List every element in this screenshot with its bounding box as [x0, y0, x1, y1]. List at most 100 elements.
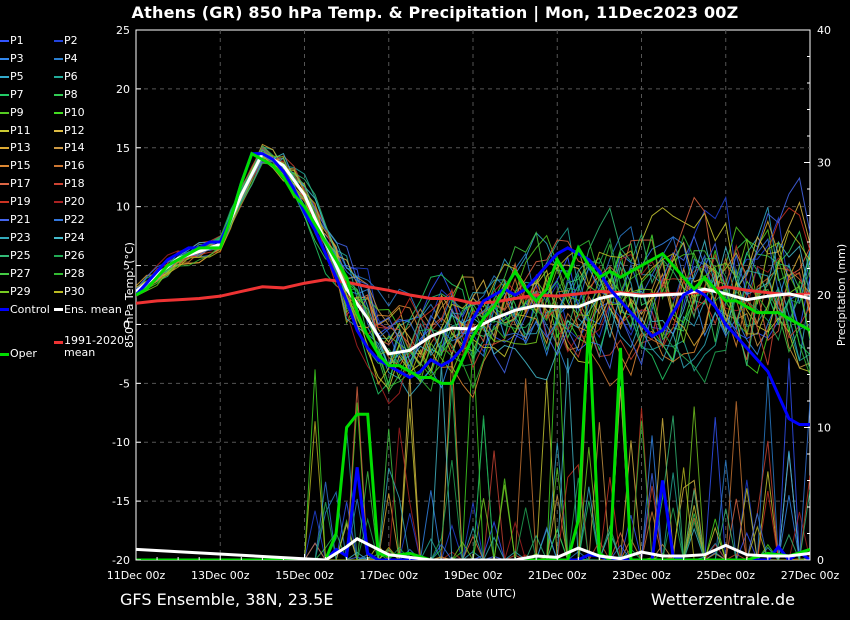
legend-swatch: [0, 57, 9, 60]
precip-line-control: [136, 467, 810, 560]
legend-item-p3: P3: [0, 52, 24, 66]
y-tick-label: 20: [116, 83, 130, 96]
y-axis-right-ticks: 40 30 20 10 0: [804, 24, 831, 567]
legend-item-p23: P23: [0, 231, 31, 245]
x-tick-label: 27Dec 00z: [781, 569, 840, 582]
legend-swatch: [0, 129, 9, 132]
legend-item-p20: P20: [54, 195, 85, 209]
legend-label: P15: [10, 159, 31, 173]
legend-label: Control: [10, 302, 50, 316]
member-line-p26: [136, 144, 810, 384]
legend-label: P21: [10, 213, 31, 226]
model-location-label: GFS Ensemble, 38N, 23.5E: [120, 590, 334, 609]
y2-tick-label: 40: [817, 24, 831, 37]
member-precip-p12: [136, 375, 810, 560]
legend-label: P6: [64, 69, 78, 83]
legend-item-p27: P27: [0, 267, 31, 281]
source-label: Wetterzentrale.de: [650, 590, 795, 609]
member-precip-p26: [136, 415, 810, 560]
member-precip-p25: [136, 415, 810, 560]
legend-item-oper: Oper: [0, 347, 37, 361]
legend-label: P16: [64, 159, 85, 173]
legend-swatch: [0, 272, 9, 275]
y-tick-label: -20: [112, 554, 130, 567]
legend-item-p11: P11: [0, 124, 31, 138]
legend-item-p9: P9: [0, 106, 24, 120]
legend-item-p24: P24: [54, 231, 85, 245]
member-precip-p23: [136, 467, 810, 560]
legend-label: P8: [64, 87, 78, 101]
legend-swatch: [54, 57, 63, 60]
y-tick-label: -15: [112, 495, 130, 508]
legend-swatch: [54, 40, 63, 42]
legend-item-p26: P26: [54, 249, 85, 263]
legend-label: P27: [10, 266, 31, 280]
legend-label: P7: [10, 87, 24, 101]
legend-swatch: [0, 75, 9, 78]
legend-swatch: [0, 352, 9, 356]
member-precip-p8: [136, 513, 810, 560]
legend-label: P1: [10, 34, 24, 47]
legend-item-p16: P16: [54, 159, 85, 173]
legend-swatch: [54, 183, 63, 186]
legend-swatch: [0, 147, 9, 150]
precipitation-lines: [136, 321, 810, 560]
legend-swatch: [54, 219, 63, 221]
y2-tick-label: 10: [817, 422, 831, 435]
y2-tick-label: 30: [817, 157, 831, 170]
legend-label: Ens. mean: [64, 302, 122, 316]
member-precip-p24: [136, 358, 810, 560]
member-line-p15: [136, 151, 810, 399]
legend-swatch: [0, 201, 9, 204]
legend-item-p12: P12: [54, 124, 85, 138]
member-line-p28: [136, 162, 810, 393]
legend-item-p25: P25: [0, 249, 31, 263]
legend-label: P9: [10, 105, 24, 119]
member-precip-p29: [136, 406, 810, 560]
y2-tick-label: 20: [817, 289, 831, 302]
legend-label: P14: [64, 141, 85, 155]
x-tick-label: 19Dec 00z: [444, 569, 503, 582]
legend-item-p17: P17: [0, 177, 31, 191]
legend-label: P23: [10, 230, 31, 244]
series-line-oper: [136, 151, 810, 385]
legend-item-p6: P6: [54, 70, 78, 84]
x-tick-label: 25Dec 00z: [696, 569, 755, 582]
legend-label: P19: [10, 195, 31, 209]
legend-item-p13: P13: [0, 141, 31, 155]
x-tick-label: 23Dec 00z: [612, 569, 671, 582]
legend-item-ens-mean: Ens. mean: [54, 303, 122, 317]
legend-label: P2: [64, 34, 78, 47]
y-tick-label: 15: [116, 142, 130, 155]
legend-swatch: [54, 272, 63, 275]
y-axis-left-ticks: 25 20 15 10 5 0 -5 -10 -15 -20: [112, 24, 141, 567]
legend-label: P22: [64, 213, 85, 226]
legend-swatch: [0, 308, 9, 311]
legend-swatch: [54, 165, 63, 168]
legend-swatch: [54, 129, 63, 132]
legend-label: P28: [64, 266, 85, 280]
legend-item-p8: P8: [54, 88, 78, 102]
legend-swatch: [54, 290, 63, 293]
x-tick-label: 11Dec 00z: [107, 569, 166, 582]
member-line-p18: [136, 146, 810, 369]
y-tick-label: 25: [116, 24, 130, 37]
x-tick-label: 15Dec 00z: [275, 569, 334, 582]
y-tick-label: 0: [123, 318, 130, 331]
legend-label: P25: [10, 248, 31, 262]
legend-label: 1991-2020 mean: [64, 333, 124, 359]
y-tick-label: 10: [116, 201, 130, 214]
y-axis-label: 850 hPa Temp. (°C): [123, 242, 136, 348]
temperature-lines: [136, 151, 810, 427]
x-tick-label: 13Dec 00z: [191, 569, 250, 582]
member-precip-p11: [136, 378, 810, 560]
legend-item-p18: P18: [54, 177, 85, 191]
legend-swatch: [54, 340, 63, 344]
y-tick-label: 5: [123, 260, 130, 273]
chart-title: Athens (GR) 850 hPa Temp. & Precipitatio…: [131, 3, 739, 22]
legend-item-p21: P21: [0, 213, 31, 227]
legend-swatch: [0, 290, 9, 293]
y-tick-label: -5: [119, 377, 130, 390]
y-tick-label: -10: [112, 436, 130, 449]
